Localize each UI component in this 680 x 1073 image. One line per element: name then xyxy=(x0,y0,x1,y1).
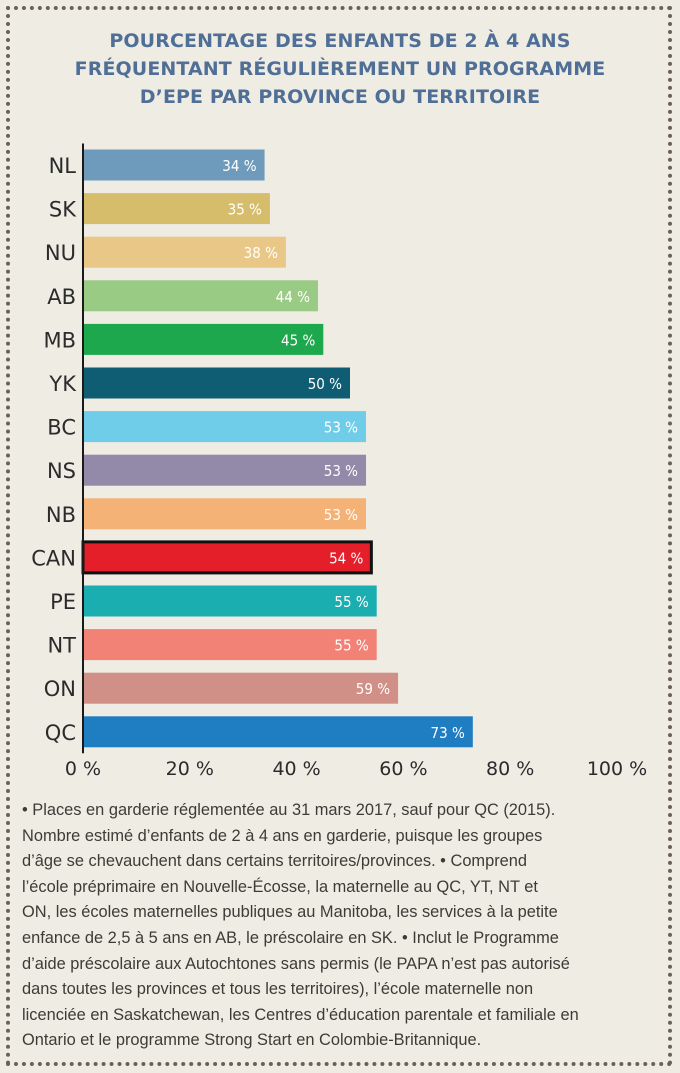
bar-ns xyxy=(83,454,367,486)
value-label-nu: 38 % xyxy=(244,244,278,262)
value-label-nt: 55 % xyxy=(334,637,368,655)
value-label-nb: 53 % xyxy=(324,506,358,524)
note-line: d’aide préscolaire aux Autochtones sans … xyxy=(22,954,570,973)
note-line: dans toutes les provinces et tous les te… xyxy=(22,980,534,999)
note-line: Nombre estimé d’enfants de 2 à 4 ans en … xyxy=(22,826,543,845)
category-label-on: ON xyxy=(44,677,76,701)
x-tick-label: 20 % xyxy=(166,758,214,780)
bar-ab xyxy=(83,280,318,312)
bar-chart: NL 34 % SK 35 % NU 38 % AB 44 % MB 45 % YK 50 % BC 53… xyxy=(31,143,647,780)
bar-mb xyxy=(83,323,324,355)
note-line: ON, les écoles maternelles publiques au … xyxy=(22,903,558,922)
x-tick-label: 60 % xyxy=(379,758,427,780)
dotted-border xyxy=(6,6,672,1066)
note-line: licenciée en Saskatchewan, les Centres d… xyxy=(22,1005,579,1024)
value-label-ns: 53 % xyxy=(324,462,358,480)
value-label-sk: 35 % xyxy=(228,201,262,219)
category-label-nl: NL xyxy=(49,154,77,178)
footnotes: • Places en garderie réglementée au 31 m… xyxy=(22,798,662,1054)
bar-yk xyxy=(83,367,350,399)
x-tick-label: 100 % xyxy=(587,758,647,780)
x-tick-label: 80 % xyxy=(486,758,534,780)
bar-nu xyxy=(83,236,286,268)
title-line-2: FRÉQUENTANT RÉGULIÈREMENT UN PROGRAMME xyxy=(74,58,606,80)
title-line-1: POURCENTAGE DES ENFANTS DE 2 À 4 ANS xyxy=(109,30,571,52)
bar-nt xyxy=(83,629,377,661)
bar-on xyxy=(83,672,399,704)
value-label-can: 54 % xyxy=(329,549,363,567)
category-label-ab: AB xyxy=(47,285,76,309)
category-label-mb: MB xyxy=(43,328,76,352)
category-label-ns: NS xyxy=(47,459,76,483)
category-label-bc: BC xyxy=(47,416,76,440)
note-line: d’âge se chevauchent dans certains terri… xyxy=(22,852,528,871)
category-label-nb: NB xyxy=(46,503,76,527)
value-label-pe: 55 % xyxy=(334,593,368,611)
note-line: • Places en garderie réglementée au 31 m… xyxy=(22,801,556,819)
category-label-pe: PE xyxy=(50,590,76,614)
value-label-yk: 50 % xyxy=(308,375,342,393)
chart-title: POURCENTAGE DES ENFANTS DE 2 À 4 ANS FRÉ… xyxy=(40,27,640,111)
bar-bc xyxy=(83,411,367,443)
value-label-on: 59 % xyxy=(356,680,390,698)
title-line-3: D’EPE PAR PROVINCE OU TERRITOIRE xyxy=(139,86,541,108)
category-label-qc: QC xyxy=(45,721,76,745)
category-label-sk: SK xyxy=(49,198,77,222)
bar-nl xyxy=(83,149,265,181)
bar-pe xyxy=(83,585,377,617)
value-label-qc: 73 % xyxy=(431,724,465,742)
value-label-ab: 44 % xyxy=(276,288,310,306)
x-tick-label: 0 % xyxy=(65,758,101,780)
bar-sk xyxy=(83,193,270,225)
note-line: Ontario et le programme Strong Start en … xyxy=(22,1031,482,1050)
category-label-can: CAN xyxy=(31,546,76,570)
category-label-yk: YK xyxy=(48,372,77,396)
value-label-nl: 34 % xyxy=(222,157,256,175)
value-label-mb: 45 % xyxy=(281,331,315,349)
category-label-nu: NU xyxy=(45,241,76,265)
category-label-nt: NT xyxy=(47,634,76,658)
bar-qc xyxy=(83,716,473,748)
note-line: l’école préprimaire en Nouvelle-Écosse, … xyxy=(22,877,538,896)
note-line: enfance de 2,5 à 5 ans en AB, le préscol… xyxy=(22,928,559,947)
bar-nb xyxy=(83,498,367,530)
x-tick-label: 40 % xyxy=(272,758,320,780)
value-label-bc: 53 % xyxy=(324,419,358,437)
